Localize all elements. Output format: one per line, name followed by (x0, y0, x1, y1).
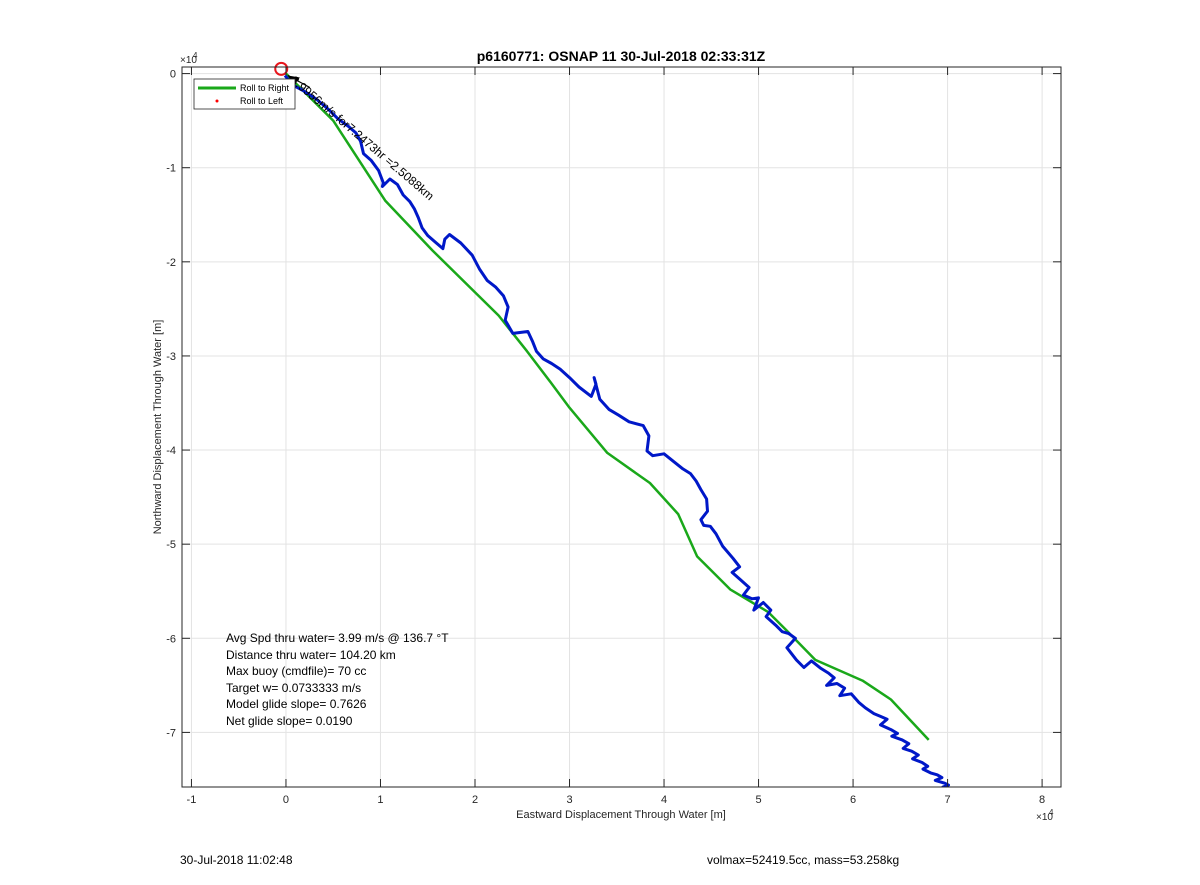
x-axis-label: Eastward Displacement Through Water [m] (516, 809, 726, 821)
ticks: -1 0 1 2 3 4 5 6 7 8 0 -1 -2 -3 -4 -5 -6 -7 (166, 67, 1061, 806)
footer-timestamp: 30-Jul-2018 11:02:48 (180, 853, 293, 867)
plot-frame (181, 66, 1062, 788)
stat-model-glide: Model glide slope= 0.7626 (226, 697, 367, 711)
y-tick-label: -2 (166, 257, 176, 269)
y-exponent-power: 4 (193, 51, 198, 60)
y-tick-label: -3 (166, 351, 176, 363)
x-exponent: ×10 4 (1036, 808, 1054, 823)
x-tick-label: 6 (850, 794, 856, 806)
y-axis-label: Northward Displacement Through Water [m] (152, 320, 164, 535)
legend-label-roll-right: Roll to Right (240, 83, 290, 93)
y-exponent: ×10 4 (180, 51, 198, 66)
x-exponent-power: 4 (1049, 808, 1054, 817)
x-tick-label: 7 (945, 794, 951, 806)
y-exponent-base: ×10 (180, 55, 197, 66)
x-exponent-base: ×10 (1036, 812, 1053, 823)
series-line-track (283, 74, 950, 787)
chart-title: p6160771: OSNAP 11 30-Jul-2018 02:33:31Z (477, 48, 766, 64)
stat-target-w: Target w= 0.0733333 m/s (226, 681, 361, 695)
x-tick-label: 1 (377, 794, 383, 806)
legend-label-roll-left: Roll to Left (240, 96, 284, 106)
x-tick-label: 3 (566, 794, 572, 806)
y-tick-label: -5 (166, 539, 176, 551)
x-tick-label: 2 (472, 794, 478, 806)
stat-max-buoy: Max buoy (cmdfile)= 70 cc (226, 664, 366, 678)
legend-box (193, 78, 296, 110)
x-tick-label: 5 (755, 794, 761, 806)
x-tick-label: 0 (283, 794, 289, 806)
series-line-roll-right (285, 72, 930, 741)
y-tick-label: -7 (166, 727, 176, 739)
plot-area (182, 67, 1061, 787)
stat-distance: Distance thru water= 104.20 km (226, 648, 396, 662)
x-tick-label: -1 (187, 794, 197, 806)
y-tick-label: -4 (166, 445, 176, 457)
legend: Roll to Right Roll to Left (193, 78, 296, 110)
x-tick-label: 8 (1039, 794, 1045, 806)
y-tick-label: 0 (170, 69, 176, 81)
stats-block: Avg Spd thru water= 3.99 m/s @ 136.7 °T … (226, 631, 449, 728)
stat-net-glide: Net glide slope= 0.0190 (226, 714, 353, 728)
footer-volmax-mass: volmax=52419.5cc, mass=53.258kg (707, 853, 900, 867)
x-tick-label: 4 (661, 794, 667, 806)
grid (182, 67, 1061, 787)
y-tick-label: -6 (166, 633, 176, 645)
y-tick-label: -1 (166, 163, 176, 175)
start-marker (274, 61, 289, 76)
stat-avg-speed: Avg Spd thru water= 3.99 m/s @ 136.7 °T (226, 631, 449, 645)
legend-swatch-roll-left (215, 99, 219, 103)
